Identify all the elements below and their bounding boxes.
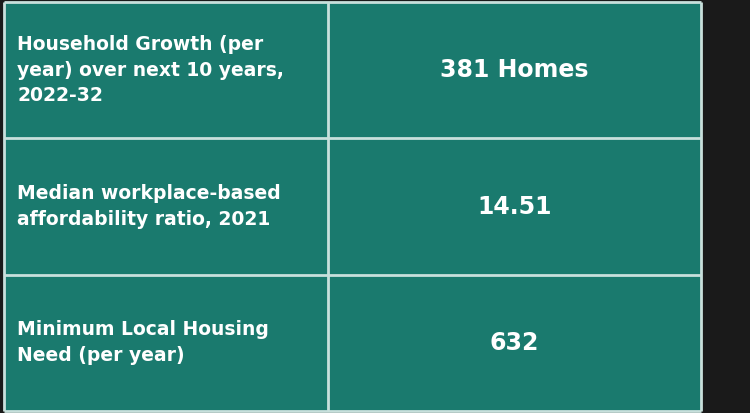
Text: 14.51: 14.51 bbox=[478, 195, 552, 218]
Text: Household Growth (per
year) over next 10 years,
2022-32: Household Growth (per year) over next 10… bbox=[17, 35, 284, 105]
Bar bbox=[328, 2, 701, 138]
Bar bbox=[328, 275, 701, 411]
Text: Minimum Local Housing
Need (per year): Minimum Local Housing Need (per year) bbox=[17, 320, 269, 365]
Text: Median workplace-based
affordability ratio, 2021: Median workplace-based affordability rat… bbox=[17, 184, 281, 229]
Bar bbox=[4, 275, 328, 411]
Bar bbox=[328, 138, 701, 275]
Text: 381 Homes: 381 Homes bbox=[440, 58, 589, 82]
Bar bbox=[4, 138, 328, 275]
Bar bbox=[4, 2, 328, 138]
Text: 632: 632 bbox=[490, 331, 539, 355]
